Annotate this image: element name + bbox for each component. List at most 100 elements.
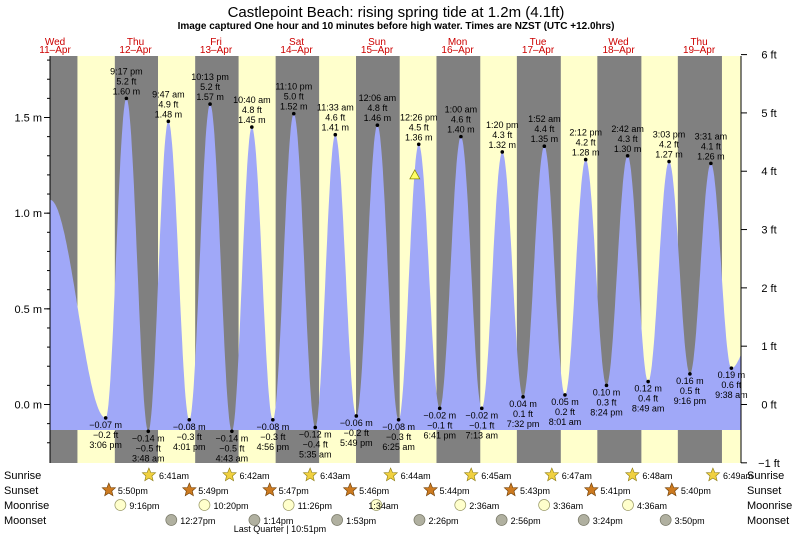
- high-tide-feet: 4.4 ft: [534, 124, 555, 134]
- sun-moon-rows: Sunrise Sunrise Sunset Sunset Moonrise Moonri…: [4, 467, 792, 527]
- day-date: 17–Apr: [522, 45, 555, 56]
- right-tick-label: 3 ft: [761, 225, 776, 237]
- tide-point: [208, 102, 212, 106]
- day-date: 15–Apr: [361, 45, 394, 56]
- sunset-icon: [181, 482, 197, 497]
- tide-point: [124, 96, 129, 101]
- tide-point: [667, 159, 671, 164]
- low-tide-feet: −0.5 ft: [219, 443, 245, 453]
- right-tick-label: 2 ft: [761, 283, 776, 295]
- moonset-time: 3:50pm: [675, 516, 705, 526]
- low-tide-time: 6:25 am: [382, 442, 415, 452]
- day-date: 18–Apr: [602, 45, 635, 56]
- day-name: Sun: [368, 37, 386, 48]
- tide-point: [563, 393, 567, 397]
- moonrise-time: 2:36am: [469, 501, 499, 511]
- high-tide-metres: 1.57 m: [196, 92, 224, 102]
- high-tide-metres: 1.45 m: [238, 115, 266, 125]
- high-tide-time: 9:17 pm: [110, 66, 143, 76]
- high-tide-metres: 1.28 m: [572, 148, 600, 158]
- high-tide-time: 11:33 am: [317, 103, 354, 113]
- sunrise-time: 6:49am: [723, 471, 753, 481]
- row-label-right: Moonrise: [747, 500, 792, 512]
- high-tide-metres: 1.32 m: [489, 140, 517, 150]
- high-tide-time: 10:13 pm: [191, 72, 229, 82]
- row-label-left: Moonrise: [4, 500, 49, 512]
- sunrise-time: 6:43am: [320, 471, 350, 481]
- current-tide-marker: [409, 169, 421, 180]
- high-tide-time: 1:52 am: [528, 114, 561, 124]
- high-tide-feet: 5.2 ft: [116, 76, 137, 86]
- high-tide-metres: 1.40 m: [447, 125, 475, 135]
- tide-labels: −0.07 m−0.2 ft3:06 pm9:17 pm5.2 ft1.60 m…: [89, 66, 747, 463]
- low-tide-metres: 0.04 m: [509, 399, 537, 409]
- right-tick-label: 5 ft: [761, 108, 776, 120]
- sunrise-icon: [624, 467, 640, 482]
- axes: 1.5 m 1.0 m 0.5 m 0.0 m 6 ft 5 ft 4 ft 3 ft 2 ft…: [14, 50, 779, 470]
- moonrise-time: 11:26pm: [298, 501, 332, 511]
- tide-point: [646, 379, 650, 384]
- low-tide-time: 5:49 pm: [340, 438, 373, 448]
- row-label-right: Sunset: [747, 485, 781, 497]
- low-tide-time: 8:01 am: [549, 417, 582, 427]
- day-date: 19–Apr: [683, 45, 716, 56]
- low-tide-feet: −0.5 ft: [136, 443, 162, 453]
- sunset-time: 5:40pm: [681, 486, 711, 496]
- low-tide-time: 5:35 am: [299, 449, 332, 459]
- moonset-icon: [331, 514, 343, 526]
- day-name: Tue: [530, 37, 547, 48]
- low-tide-feet: −0.1 ft: [469, 420, 495, 430]
- sunrise-icon: [222, 467, 237, 482]
- low-tide-time: 8:49 am: [632, 404, 665, 414]
- day-date: 11–Apr: [39, 45, 71, 56]
- sunrise-time: 6:41am: [159, 471, 189, 481]
- left-tick-label: 0.5 m: [14, 304, 42, 316]
- low-tide-metres: −0.14 m: [132, 433, 165, 443]
- high-tide-feet: 4.3 ft: [618, 134, 639, 144]
- low-tide-metres: 0.12 m: [634, 384, 662, 394]
- moonrise-icon: [370, 499, 383, 511]
- moonrise-time: 10:20pm: [213, 501, 248, 511]
- high-tide-feet: 4.2 ft: [659, 140, 680, 150]
- low-tide-feet: −0.3 ft: [260, 432, 286, 442]
- sunrise-time: 6:48am: [642, 471, 672, 481]
- low-tide-metres: −0.08 m: [173, 422, 206, 432]
- row-label-left: Sunrise: [4, 470, 41, 482]
- high-tide-feet: 5.0 ft: [284, 92, 305, 102]
- low-tide-feet: −0.3 ft: [177, 432, 203, 442]
- tide-point: [333, 132, 338, 137]
- moonrise-icon: [282, 499, 295, 511]
- moonset-icon: [659, 514, 672, 526]
- chart-title: Castlepoint Beach: rising spring tide at…: [228, 4, 565, 21]
- day-date: 16–Apr: [441, 45, 474, 56]
- high-tide-time: 2:42 am: [611, 124, 644, 134]
- sunset-icon: [262, 482, 278, 497]
- sunset-time: 5:41pm: [600, 486, 630, 496]
- high-tide-time: 1:00 am: [445, 105, 478, 115]
- tide-point: [459, 134, 463, 139]
- high-tide-feet: 4.3 ft: [492, 130, 513, 140]
- sunrise-icon: [705, 467, 721, 482]
- right-tick-label: 4 ft: [761, 166, 776, 178]
- low-tide-metres: −0.12 m: [299, 429, 332, 439]
- tide-point: [354, 414, 359, 418]
- sunrise-time: 6:42am: [240, 471, 270, 481]
- high-tide-metres: 1.30 m: [614, 144, 642, 154]
- high-tide-feet: 4.6 ft: [451, 115, 472, 125]
- moonrise-icon: [538, 499, 550, 511]
- tide-point: [416, 142, 421, 147]
- low-tide-feet: 0.2 ft: [555, 407, 576, 417]
- tide-point: [479, 406, 484, 411]
- sunrise-icon: [463, 467, 479, 482]
- tide-point: [250, 125, 254, 129]
- high-tide-feet: 4.8 ft: [242, 105, 263, 115]
- moonrise-icon: [622, 499, 634, 511]
- high-tide-time: 9:47 am: [152, 89, 185, 99]
- tide-point: [709, 161, 713, 166]
- moonset-time: 1:53pm: [346, 516, 376, 526]
- tide-point: [103, 416, 108, 420]
- low-tide-time: 7:32 pm: [507, 419, 540, 429]
- day-name: Wed: [45, 37, 65, 48]
- low-tide-feet: −0.1 ft: [427, 420, 453, 430]
